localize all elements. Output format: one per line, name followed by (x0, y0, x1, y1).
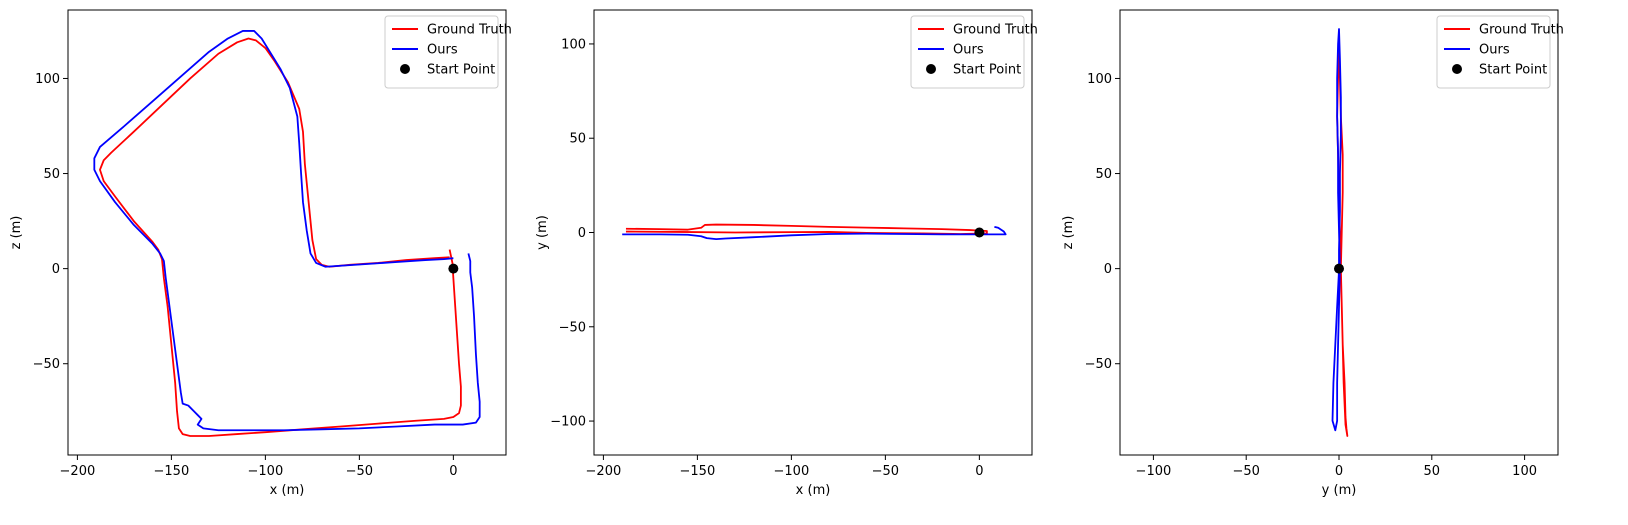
start-point-marker (448, 263, 459, 274)
x-tick-label: 50 (1424, 464, 1441, 479)
x-axis-label: x (m) (796, 483, 831, 498)
legend-marker (1452, 64, 1462, 74)
legend-label: Ours (953, 43, 984, 58)
x-tick-label: −200 (586, 464, 622, 479)
legend-box (910, 15, 1025, 89)
x-tick-label: 0 (975, 464, 983, 479)
x-axis-label: x (m) (270, 483, 305, 498)
y-axis-label: y (m) (535, 215, 550, 250)
start-point-marker (1334, 263, 1344, 274)
x-tick-label: −150 (154, 464, 190, 479)
axes-frame (67, 9, 507, 456)
y-tick-label: 50 (43, 167, 60, 182)
legend-label: Ours (427, 43, 458, 58)
legend-marker (926, 64, 936, 74)
x-tick-label: −200 (60, 464, 96, 479)
x-tick-label: −50 (872, 464, 899, 479)
x-tick-label: −150 (680, 464, 716, 479)
y-tick-label: −50 (1085, 357, 1112, 372)
y-tick-label: 0 (52, 262, 60, 277)
legend: Ground Truth Ours Start Point (384, 15, 512, 89)
series-line-ours (1331, 28, 1342, 432)
y-tick-label: 100 (561, 37, 586, 52)
x-tick-label: −50 (1232, 464, 1259, 479)
legend-label: Ground Truth (953, 23, 1038, 38)
series-line-ground-truth (99, 37, 462, 437)
plot-area (93, 30, 481, 437)
series-line-ours (622, 225, 1007, 240)
chart-2: −200 −150 −100 −50 0 −100 −50 0 50 100 x (m) y (m) G… (535, 9, 1038, 498)
x-tick-label: −100 (1136, 464, 1172, 479)
y-tick-label: 0 (1104, 262, 1112, 277)
plot-area (1331, 28, 1349, 437)
legend-label: Ground Truth (1479, 23, 1564, 38)
plot-area (622, 223, 1007, 240)
x-axis-label: y (m) (1322, 483, 1357, 498)
y-tick-label: 100 (35, 72, 60, 87)
legend-marker (400, 64, 410, 74)
y-tick-label: 100 (1087, 72, 1112, 87)
x-tick-label: 100 (1512, 464, 1537, 479)
start-point-marker (974, 227, 985, 238)
y-axis-label: z (m) (9, 216, 24, 250)
series-line-ground-truth (625, 223, 988, 235)
legend-label: Start Point (427, 63, 495, 78)
legend-box (1436, 15, 1551, 89)
y-tick-label: −50 (559, 320, 586, 335)
y-tick-label: 50 (569, 132, 586, 147)
legend-label: Ground Truth (427, 23, 512, 38)
y-tick-label: −100 (550, 415, 586, 430)
legend-label: Start Point (953, 63, 1021, 78)
legend: Ground Truth Ours Start Point (1436, 15, 1564, 89)
chart-1: −200 −150 −100 −50 0 −50 0 50 100 x (m) z (m) Groun… (9, 9, 512, 498)
x-tick-label: −100 (248, 464, 284, 479)
x-tick-label: −100 (774, 464, 810, 479)
x-tick-label: 0 (1335, 464, 1343, 479)
legend-label: Ours (1479, 43, 1510, 58)
chart-3: −100 −50 0 50 100 −50 0 50 100 y (m) z (m) Ground T… (1061, 9, 1564, 498)
legend: Ground Truth Ours Start Point (910, 15, 1038, 89)
y-axis-label: z (m) (1061, 216, 1076, 250)
series-line-ours (93, 30, 481, 432)
x-tick-label: 0 (449, 464, 457, 479)
y-tick-label: 0 (578, 226, 586, 241)
y-tick-label: 50 (1095, 167, 1112, 182)
legend-label: Start Point (1479, 63, 1547, 78)
x-tick-label: −50 (346, 464, 373, 479)
y-tick-label: −50 (33, 357, 60, 372)
legend-box (384, 15, 499, 89)
